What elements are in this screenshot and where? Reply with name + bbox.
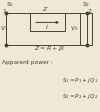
Text: 2: 2 — [88, 9, 92, 14]
Text: $Z$: $Z$ — [42, 5, 49, 13]
Text: $S_1 = P_1 + j\,Q_1$: $S_1 = P_1 + j\,Q_1$ — [62, 76, 98, 85]
Text: $V_2$: $V_2$ — [70, 24, 78, 33]
Text: $V_1$: $V_1$ — [0, 24, 9, 33]
Text: 1: 1 — [2, 9, 6, 14]
Bar — [80, 13, 92, 45]
Text: $Z = R + jX$: $Z = R + jX$ — [34, 44, 66, 53]
Text: $S_1$: $S_1$ — [6, 1, 14, 10]
Text: $I$: $I$ — [45, 23, 49, 31]
Text: $S_2 = P_2 + j\,Q_2$: $S_2 = P_2 + j\,Q_2$ — [62, 92, 98, 101]
Text: $S_2$: $S_2$ — [82, 1, 91, 10]
Bar — [30, 13, 65, 31]
Text: Apparent power :: Apparent power : — [2, 60, 53, 65]
